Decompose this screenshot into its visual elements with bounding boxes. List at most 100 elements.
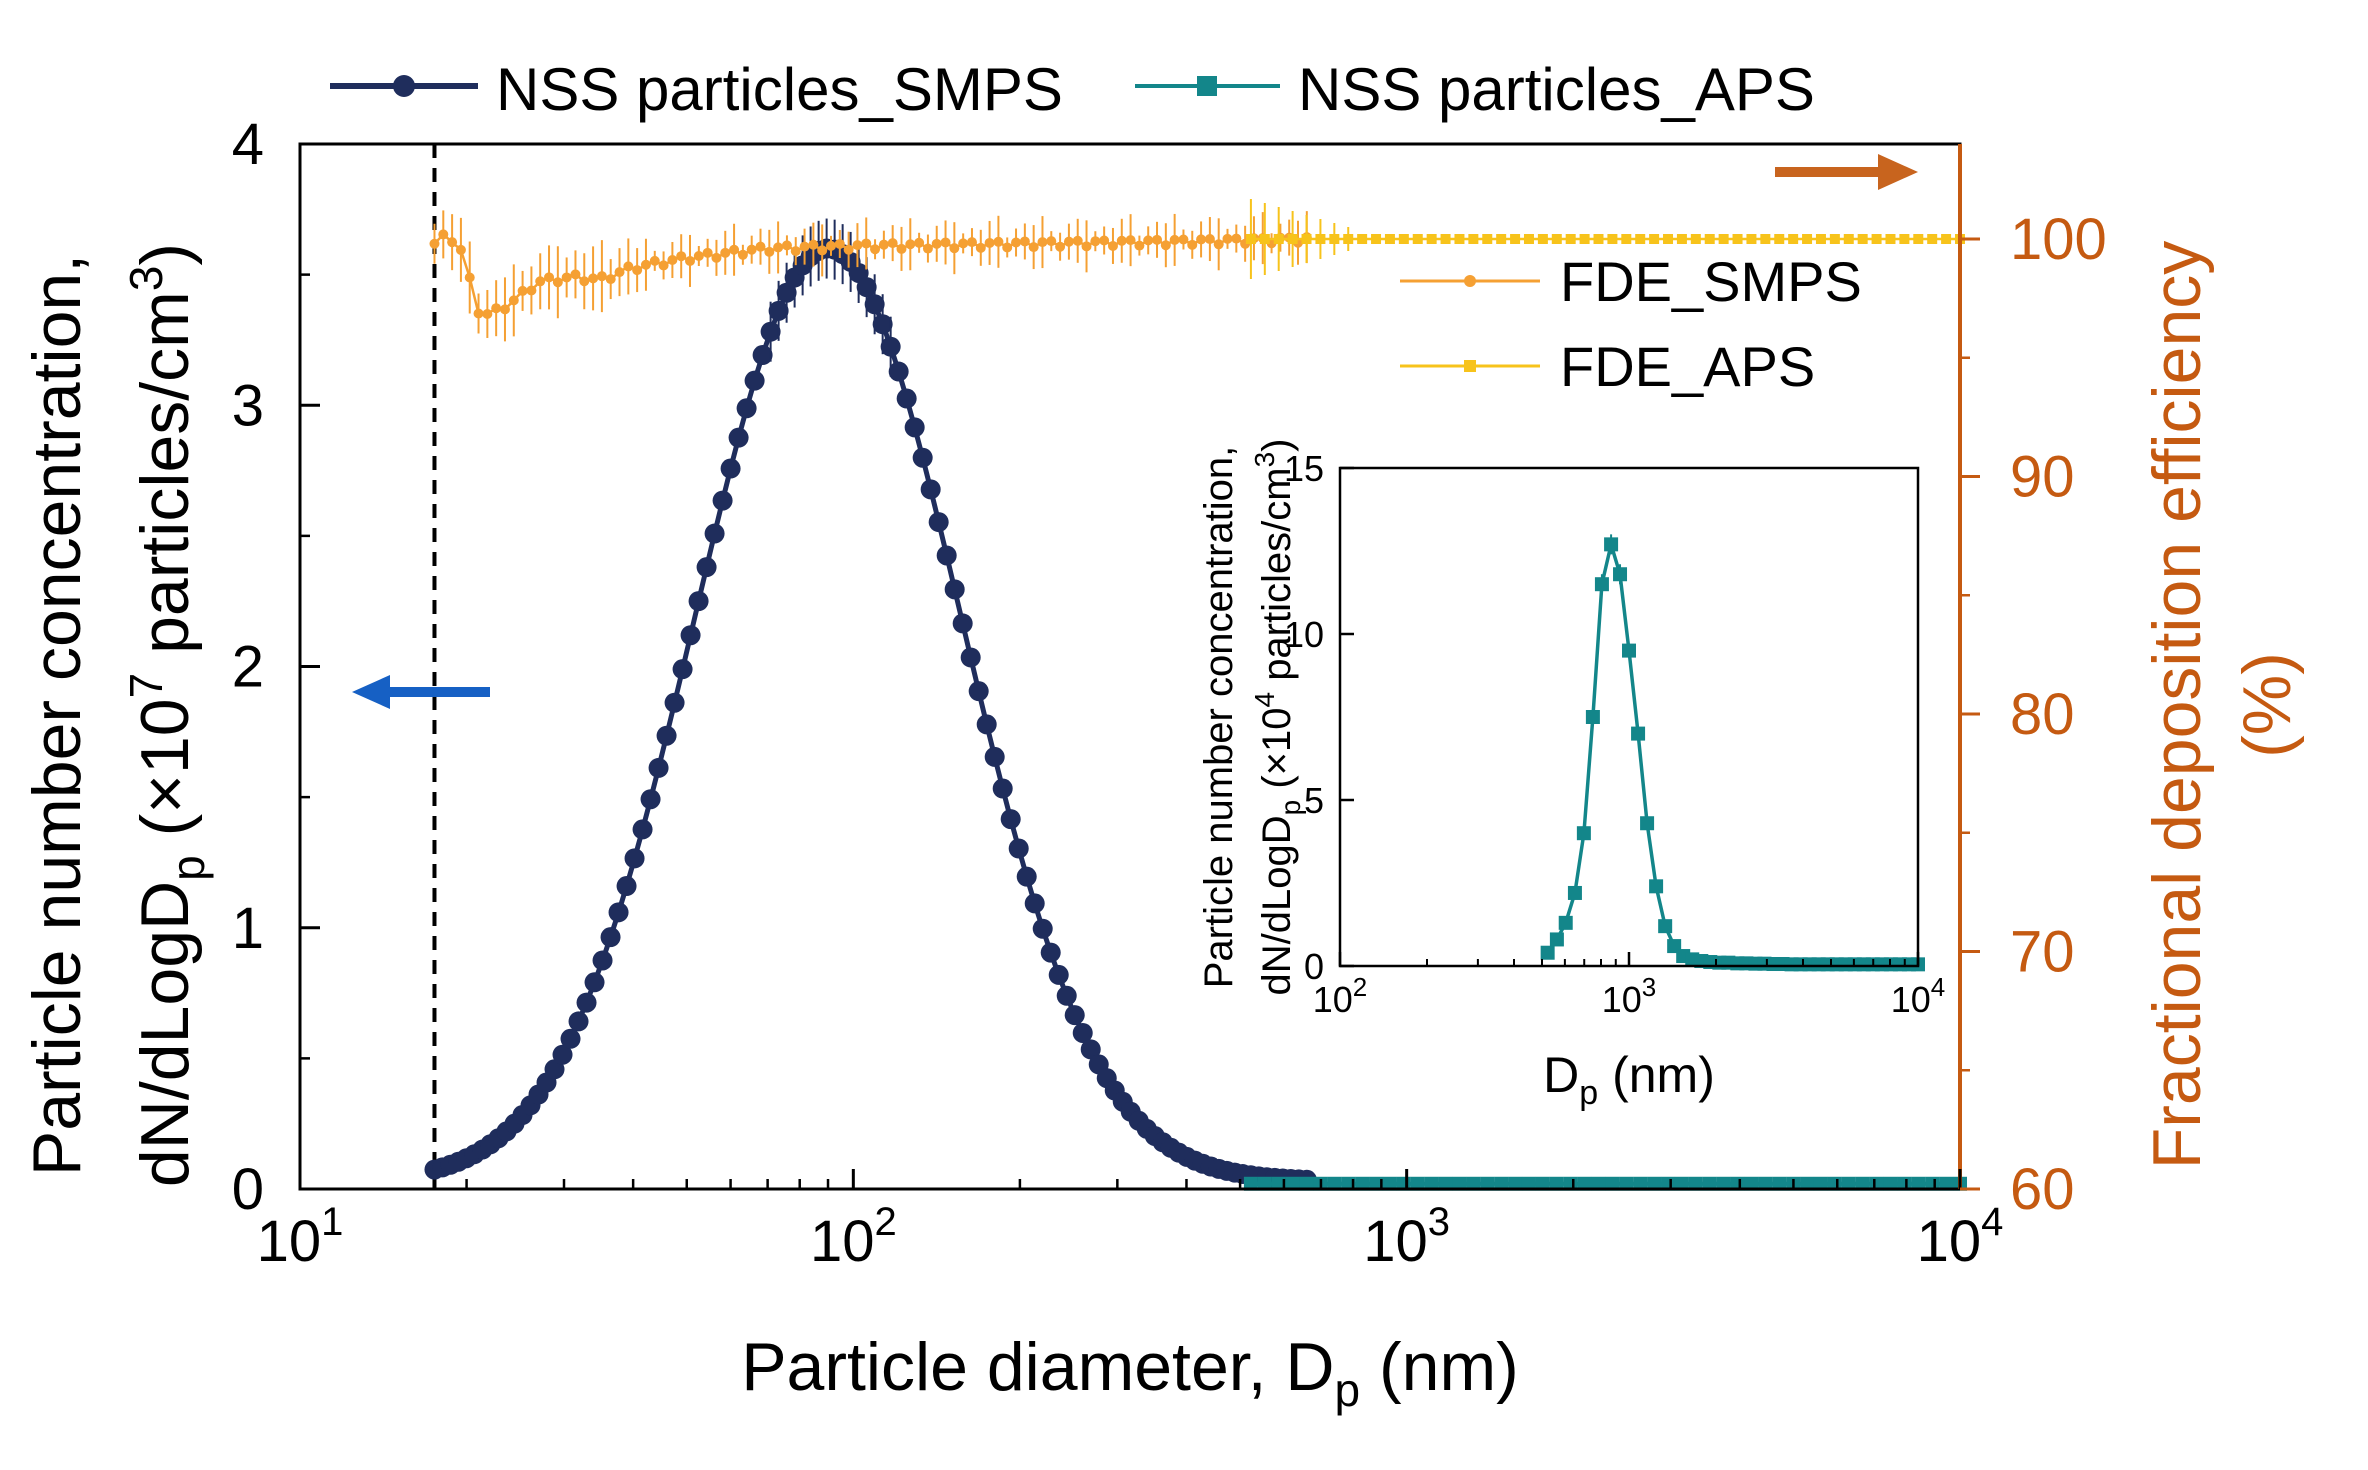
fde-smps-point — [1169, 234, 1180, 245]
aps-point — [1341, 1176, 1356, 1191]
smps-point — [856, 277, 877, 298]
fde-smps-point — [605, 274, 616, 285]
inset-aps-point — [1549, 932, 1564, 947]
fde-smps-point — [1196, 234, 1207, 245]
fde-smps-point — [1231, 233, 1242, 244]
fde-smps-point — [464, 272, 475, 283]
fde-aps-point — [1829, 234, 1840, 244]
aps-point — [1521, 1176, 1536, 1191]
inset-axes-layer: 102 103 104 0 5 10 15 — [1284, 448, 1945, 1020]
aps-point — [1688, 1176, 1703, 1191]
smps-point — [976, 714, 997, 735]
inset-x-axis-title: Dp (nm) — [1543, 1047, 1715, 1112]
smps-point — [1080, 1039, 1101, 1060]
fde-smps-point — [1072, 235, 1083, 246]
aps-point — [1577, 1176, 1592, 1191]
smps-point — [752, 345, 773, 366]
smps-point — [632, 819, 653, 840]
fde-smps-point — [729, 244, 740, 255]
fde-aps-point — [1301, 234, 1312, 244]
fde-smps-point — [455, 244, 466, 255]
inset-y-tick-label: 10 — [1284, 614, 1324, 655]
fde-smps-point — [1222, 233, 1233, 244]
fde-smps-point — [834, 238, 845, 249]
x-tick-label: 103 — [1363, 1200, 1450, 1274]
fde-smps-point — [491, 303, 502, 314]
inset-y-axis-title-line2: dN/dLogDp (×104 particles/cm3) — [1249, 439, 1306, 996]
legend-item-fde-aps: FDE_APS — [1400, 335, 1815, 398]
smps-point — [712, 490, 733, 511]
inset-y-tick-label: 0 — [1304, 946, 1324, 987]
aps-point — [1369, 1176, 1384, 1191]
smps-point — [1040, 942, 1061, 963]
fde-aps-point — [1718, 234, 1729, 244]
fde-smps-point — [570, 269, 581, 280]
fde-smps-point — [429, 238, 440, 249]
aps-point — [1508, 1176, 1523, 1191]
smps-point — [1008, 838, 1029, 859]
smps-point — [1024, 893, 1045, 914]
fde-aps-point — [1635, 234, 1646, 244]
smps-point — [992, 778, 1013, 799]
fde-smps-point — [1152, 234, 1163, 245]
fde-aps-point — [1732, 234, 1743, 244]
fde-aps-point — [1315, 234, 1326, 244]
aps-point — [1466, 1176, 1481, 1191]
smps-point — [560, 1028, 581, 1049]
inset-aps-point — [1594, 577, 1609, 592]
fde-smps-point — [966, 237, 977, 248]
fde-aps-point — [1440, 234, 1451, 244]
y2-tick-label: 70 — [2010, 920, 2075, 985]
smps-point — [552, 1044, 573, 1065]
fde-aps-point — [1857, 234, 1868, 244]
smps-point — [680, 625, 701, 646]
aps-point — [1410, 1176, 1425, 1191]
fde-smps-point — [693, 250, 704, 261]
smps-point — [960, 647, 981, 668]
aps-point — [1480, 1176, 1495, 1191]
fde-smps-point — [975, 242, 986, 253]
fde-smps-point — [817, 245, 828, 256]
fde-aps-point — [1537, 234, 1548, 244]
fde-aps-point — [1245, 234, 1256, 244]
smps-point — [672, 659, 693, 680]
fde-smps-point — [517, 285, 528, 296]
aps-point — [1633, 1176, 1648, 1191]
legend-label-fde-smps: FDE_SMPS — [1560, 250, 1862, 313]
fde-smps-point — [773, 242, 784, 253]
aps-point — [1271, 1176, 1286, 1191]
aps-point — [1494, 1176, 1509, 1191]
smps-point — [904, 417, 925, 438]
fde-aps-point — [1398, 234, 1409, 244]
smps-point — [1000, 809, 1021, 830]
smps-point — [944, 579, 965, 600]
fde-aps-point — [1885, 234, 1896, 244]
smps-point — [648, 757, 669, 778]
fde-smps-point — [737, 249, 748, 260]
inset-aps-point — [1540, 945, 1555, 960]
inset-aps-point — [1558, 915, 1573, 930]
fde-aps-point — [1551, 234, 1562, 244]
inset-aps-point — [1631, 726, 1646, 741]
aps-point — [1549, 1176, 1564, 1191]
fde-smps-point — [720, 247, 731, 258]
inset-x-tick-label: 103 — [1602, 972, 1657, 1020]
fde-smps-point — [526, 285, 537, 296]
fde-aps-point — [1746, 234, 1757, 244]
aps-point — [1647, 1176, 1662, 1191]
legend-marker-fde-aps — [1464, 360, 1476, 372]
y-tick-label: 4 — [232, 112, 264, 177]
smps-point — [880, 336, 901, 357]
fde-smps-point — [896, 243, 907, 254]
inset-y-axis-title-line1: Particle number concentration, — [1197, 446, 1241, 989]
inset-aps-point — [1604, 537, 1619, 552]
smps-point — [864, 294, 885, 315]
aps-point — [1299, 1176, 1314, 1191]
fde-smps-point — [676, 251, 687, 262]
aps-point — [1535, 1176, 1550, 1191]
fde-aps-point — [1704, 234, 1715, 244]
legend-marker-smps — [393, 75, 415, 97]
fde-smps-point — [1125, 235, 1136, 246]
fde-aps-point — [1802, 234, 1813, 244]
